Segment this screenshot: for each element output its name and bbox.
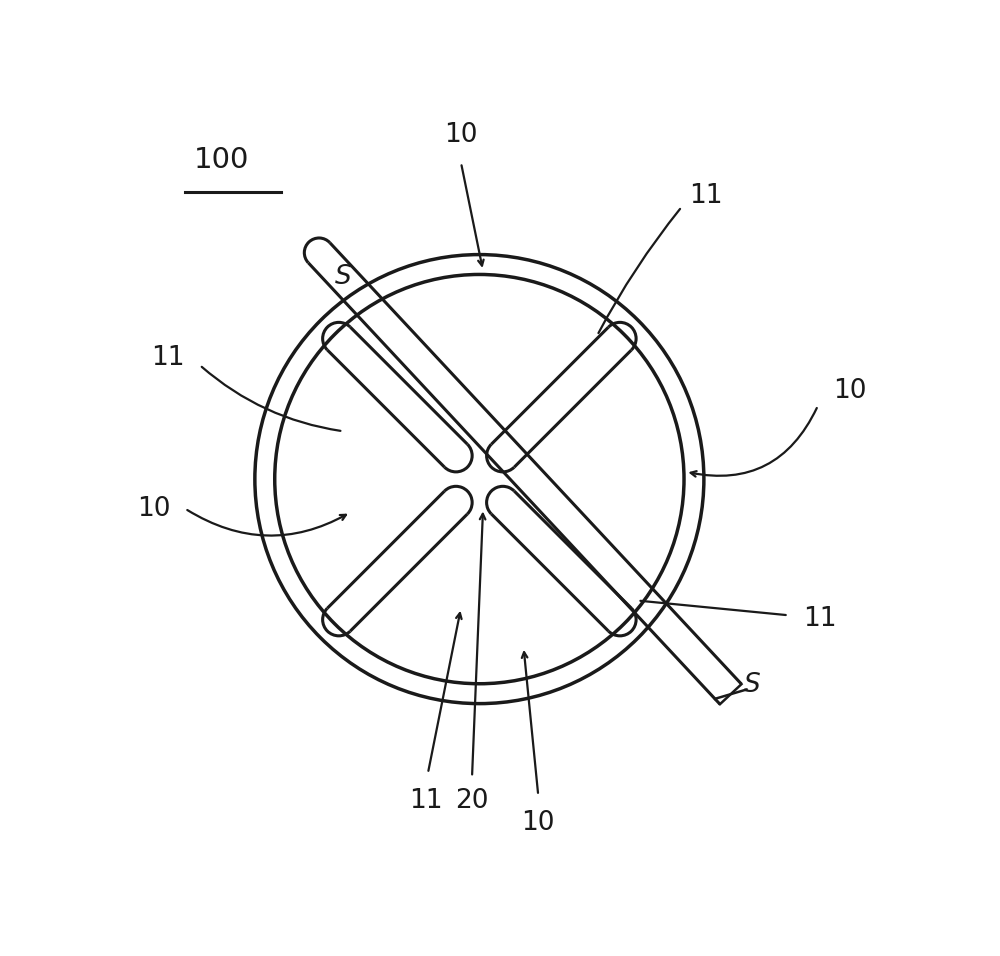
Text: 100: 100: [194, 145, 249, 174]
Text: 10: 10: [522, 811, 555, 836]
Text: S: S: [744, 672, 761, 698]
Text: 11: 11: [689, 183, 723, 208]
Text: S: S: [335, 264, 352, 290]
Text: 11: 11: [410, 789, 443, 815]
Text: 11: 11: [151, 345, 185, 371]
Text: 10: 10: [137, 495, 170, 522]
Text: 20: 20: [455, 789, 489, 815]
Text: 10: 10: [833, 378, 866, 403]
Text: 11: 11: [803, 606, 837, 632]
Text: 10: 10: [444, 121, 478, 148]
